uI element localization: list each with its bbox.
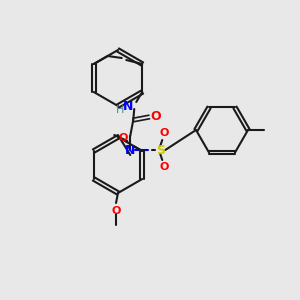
Text: H: H [116, 105, 124, 115]
Text: O: O [118, 133, 128, 143]
Text: O: O [160, 128, 169, 138]
Text: O: O [160, 162, 169, 172]
Text: O: O [150, 110, 160, 122]
Text: S: S [156, 143, 165, 157]
Text: N: N [123, 100, 134, 113]
Text: O: O [111, 206, 121, 216]
Text: N: N [125, 143, 135, 157]
